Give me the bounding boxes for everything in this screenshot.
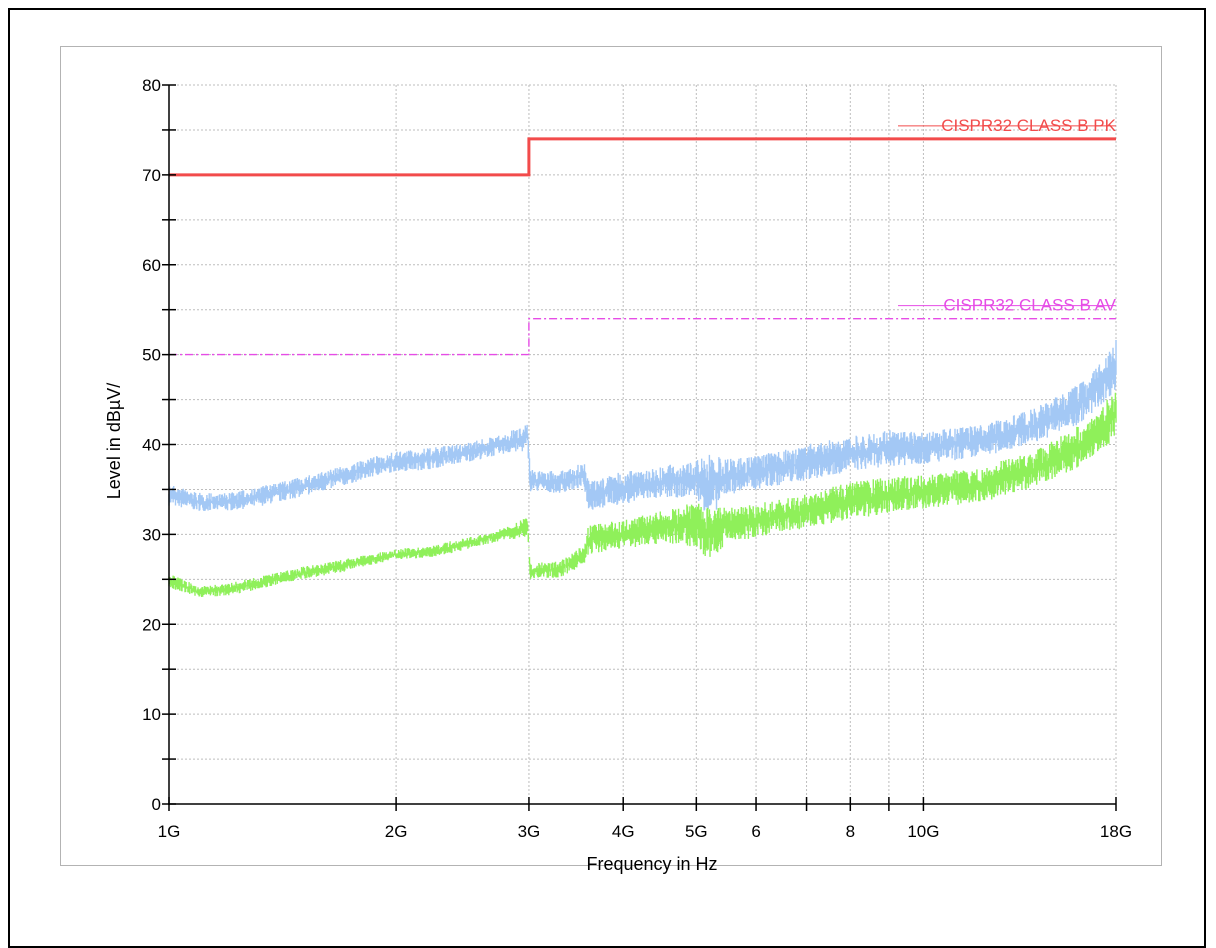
y-axis-label: Level in dBµV/ [104,383,124,499]
y-tick-label: 40 [142,436,161,455]
x-tick-label: 4G [612,822,635,841]
x-tick-label: 3G [518,822,541,841]
chart-panel [60,46,1162,866]
y-tick-label: 80 [142,76,161,95]
measurement-traces [168,340,1117,597]
x-tick-label: 2G [385,822,408,841]
y-tick-label: 20 [142,615,161,634]
y-tick-label: 0 [152,795,161,814]
x-axis-label: Frequency in Hz [586,854,717,874]
x-tick-label: 10G [907,822,939,841]
y-tick-label: 10 [142,705,161,724]
axes: 0 10 20 30 40 50 60 70 80 1G 2G 3G 4G 5G 6 8 10G 18G [142,76,1132,841]
x-tick-label: 5G [685,822,708,841]
x-tick-label: 6 [751,822,760,841]
y-tick-label: 30 [142,525,161,544]
limit-line-av [169,318,1116,356]
x-tick-label: 8 [846,822,855,841]
x-tick-label: 18G [1100,822,1132,841]
y-tick-label: 50 [142,346,161,365]
limit-line-pk [169,137,1116,177]
x-tick-label: 1G [158,822,181,841]
y-tick-label: 70 [142,166,161,185]
y-tick-label: 60 [142,256,161,275]
